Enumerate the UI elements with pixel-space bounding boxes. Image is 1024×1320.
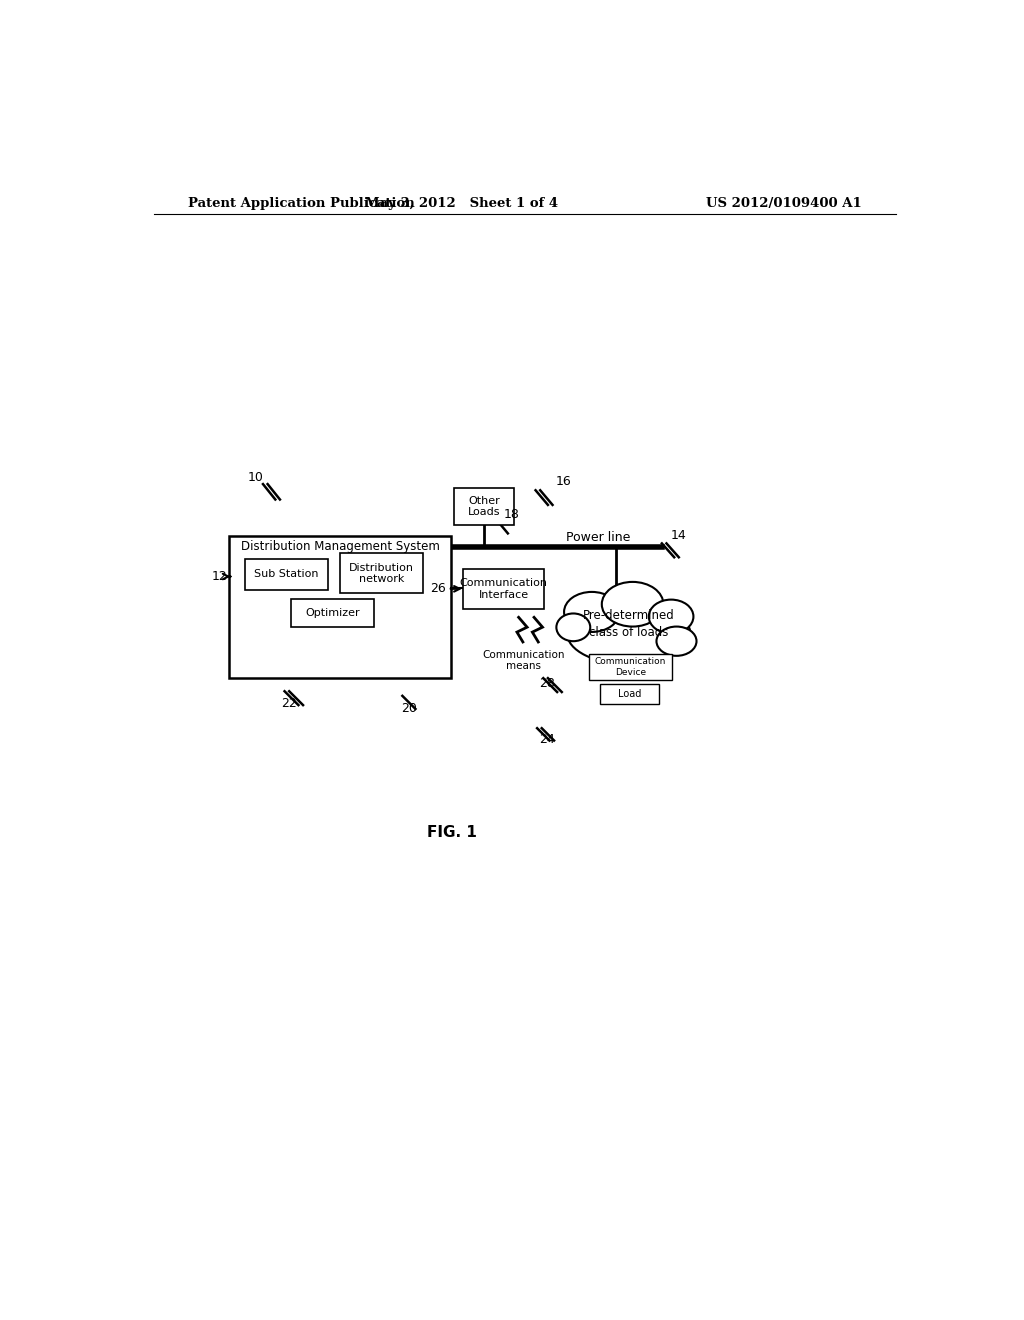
Ellipse shape bbox=[656, 627, 696, 656]
Ellipse shape bbox=[602, 582, 664, 627]
Text: Communication
means: Communication means bbox=[482, 649, 564, 672]
Ellipse shape bbox=[556, 614, 590, 642]
FancyBboxPatch shape bbox=[291, 599, 374, 627]
Text: Distribution Management System: Distribution Management System bbox=[241, 540, 439, 553]
Text: Patent Application Publication: Patent Application Publication bbox=[188, 197, 415, 210]
Text: US 2012/0109400 A1: US 2012/0109400 A1 bbox=[707, 197, 862, 210]
Text: Power line: Power line bbox=[565, 531, 630, 544]
Ellipse shape bbox=[649, 599, 693, 634]
Text: Other
Loads: Other Loads bbox=[468, 495, 501, 517]
Text: 26: 26 bbox=[430, 582, 445, 595]
Text: 20: 20 bbox=[401, 702, 418, 714]
Text: 14: 14 bbox=[671, 529, 687, 543]
FancyBboxPatch shape bbox=[340, 553, 423, 594]
Text: 18: 18 bbox=[503, 508, 519, 520]
FancyBboxPatch shape bbox=[589, 655, 672, 680]
Text: 24: 24 bbox=[539, 733, 554, 746]
Text: 16: 16 bbox=[556, 475, 571, 488]
Text: FIG. 1: FIG. 1 bbox=[427, 825, 477, 840]
FancyBboxPatch shape bbox=[229, 536, 451, 678]
Text: Load: Load bbox=[617, 689, 641, 698]
Text: Sub Station: Sub Station bbox=[254, 569, 318, 579]
Text: Distribution
network: Distribution network bbox=[349, 562, 414, 585]
FancyBboxPatch shape bbox=[463, 569, 544, 609]
Ellipse shape bbox=[567, 603, 690, 664]
FancyBboxPatch shape bbox=[245, 558, 328, 590]
Text: Pre-determined
class of loads: Pre-determined class of loads bbox=[583, 610, 675, 639]
Text: Communication
Device: Communication Device bbox=[595, 657, 666, 677]
Text: Communication
Interface: Communication Interface bbox=[460, 578, 548, 599]
FancyBboxPatch shape bbox=[600, 684, 658, 704]
Text: 22: 22 bbox=[282, 697, 297, 710]
Text: 10: 10 bbox=[248, 471, 263, 484]
Text: 12: 12 bbox=[211, 570, 227, 583]
Text: May 3, 2012   Sheet 1 of 4: May 3, 2012 Sheet 1 of 4 bbox=[366, 197, 558, 210]
Text: 28: 28 bbox=[539, 677, 555, 690]
Ellipse shape bbox=[564, 591, 620, 632]
Text: Optimizer: Optimizer bbox=[305, 607, 359, 618]
FancyBboxPatch shape bbox=[454, 488, 514, 525]
